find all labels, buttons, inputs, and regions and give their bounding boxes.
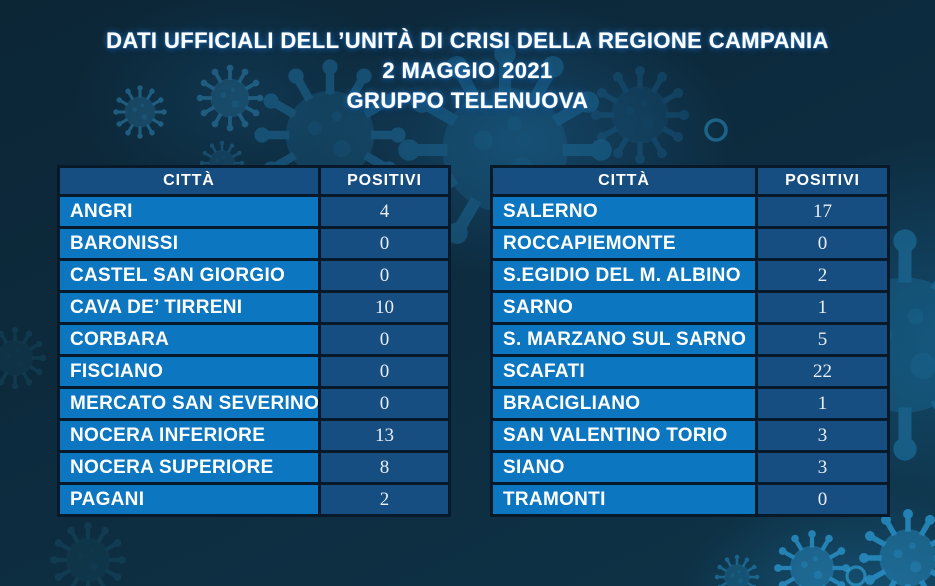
positives-cell: 5: [757, 325, 887, 354]
cases-table-left: CITTÀ POSITIVI ANGRI 4 BARONISSI 0 CASTEL SA…: [57, 165, 451, 517]
column-header-city: CITTÀ: [493, 168, 755, 194]
city-cell: CAVA DE’ TIRRENI: [60, 293, 318, 322]
title-line-date: 2 MAGGIO 2021: [382, 58, 553, 83]
table-row: S.EGIDIO DEL M. ALBINO 2: [493, 261, 887, 290]
city-cell: CORBARA: [60, 325, 318, 354]
table-row: ROCCAPIEMONTE 0: [493, 229, 887, 258]
column-header-city: CITTÀ: [60, 168, 318, 194]
table-row: CAVA DE’ TIRRENI 10: [60, 293, 448, 322]
table-row: ANGRI 4: [60, 197, 448, 226]
city-cell: S.EGIDIO DEL M. ALBINO: [493, 261, 755, 290]
table-row: SAN VALENTINO TORIO 3: [493, 421, 887, 450]
positives-cell: 17: [757, 197, 887, 226]
city-cell: FISCIANO: [60, 357, 318, 386]
city-cell: SAN VALENTINO TORIO: [493, 421, 755, 450]
positives-cell: 0: [757, 485, 887, 514]
table-row: CASTEL SAN GIORGIO 0: [60, 261, 448, 290]
header-row: CITTÀ POSITIVI: [60, 168, 448, 194]
table-row: BRACIGLIANO 1: [493, 389, 887, 418]
city-cell: S. MARZANO SUL SARNO: [493, 325, 755, 354]
city-cell: SARNO: [493, 293, 755, 322]
table-row: CORBARA 0: [60, 325, 448, 354]
positives-cell: 0: [757, 229, 887, 258]
city-cell: PAGANI: [60, 485, 318, 514]
virus-ring-icon: [845, 565, 867, 586]
city-cell: ANGRI: [60, 197, 318, 226]
table-row: NOCERA INFERIORE 13: [60, 421, 448, 450]
column-header-positives: POSITIVI: [757, 168, 887, 194]
virus-icon: [859, 509, 935, 586]
city-cell: BARONISSI: [60, 229, 318, 258]
city-cell: NOCERA INFERIORE: [60, 421, 318, 450]
city-cell: SCAFATI: [493, 357, 755, 386]
positives-cell: 8: [320, 453, 448, 482]
city-cell: BRACIGLIANO: [493, 389, 755, 418]
header-row: CITTÀ POSITIVI: [493, 168, 887, 194]
table-row: PAGANI 2: [60, 485, 448, 514]
positives-cell: 22: [757, 357, 887, 386]
city-cell: TRAMONTI: [493, 485, 755, 514]
table-row: SARNO 1: [493, 293, 887, 322]
city-cell: MERCATO SAN SEVERINO: [60, 389, 318, 418]
cases-table-right: CITTÀ POSITIVI SALERNO 17 ROCCAPIEMONTE 0 S.…: [490, 165, 890, 517]
table-row: FISCIANO 0: [60, 357, 448, 386]
virus-icon: [714, 554, 760, 586]
title-line-group: GRUPPO TELENUOVA: [346, 88, 589, 113]
virus-icon: [774, 530, 850, 586]
virus-icon: [0, 326, 47, 390]
positives-cell: 13: [320, 421, 448, 450]
table-row: SIANO 3: [493, 453, 887, 482]
table-row: SCAFATI 22: [493, 357, 887, 386]
city-cell: SIANO: [493, 453, 755, 482]
positives-cell: 3: [757, 421, 887, 450]
city-cell: NOCERA SUPERIORE: [60, 453, 318, 482]
positives-cell: 0: [320, 325, 448, 354]
table-row: NOCERA SUPERIORE 8: [60, 453, 448, 482]
virus-icon: [50, 522, 126, 586]
positives-cell: 4: [320, 197, 448, 226]
table-row: MERCATO SAN SEVERINO 0: [60, 389, 448, 418]
table-row: S. MARZANO SUL SARNO 5: [493, 325, 887, 354]
positives-cell: 1: [757, 389, 887, 418]
city-cell: CASTEL SAN GIORGIO: [60, 261, 318, 290]
city-cell: SALERNO: [493, 197, 755, 226]
virus-ring-icon: [704, 118, 728, 142]
positives-cell: 0: [320, 389, 448, 418]
positives-cell: 3: [757, 453, 887, 482]
table-row: TRAMONTI 0: [493, 485, 887, 514]
positives-cell: 0: [320, 261, 448, 290]
positives-cell: 1: [757, 293, 887, 322]
table-row: SALERNO 17: [493, 197, 887, 226]
page-title: DATI UFFICIALI DELL’UNITÀ DI CRISI DELLA…: [0, 26, 935, 116]
positives-cell: 2: [320, 485, 448, 514]
positives-cell: 2: [757, 261, 887, 290]
positives-cell: 0: [320, 357, 448, 386]
title-line-main: DATI UFFICIALI DELL’UNITÀ DI CRISI DELLA…: [106, 28, 829, 53]
column-header-positives: POSITIVI: [320, 168, 448, 194]
positives-cell: 10: [320, 293, 448, 322]
positives-cell: 0: [320, 229, 448, 258]
city-cell: ROCCAPIEMONTE: [493, 229, 755, 258]
table-row: BARONISSI 0: [60, 229, 448, 258]
